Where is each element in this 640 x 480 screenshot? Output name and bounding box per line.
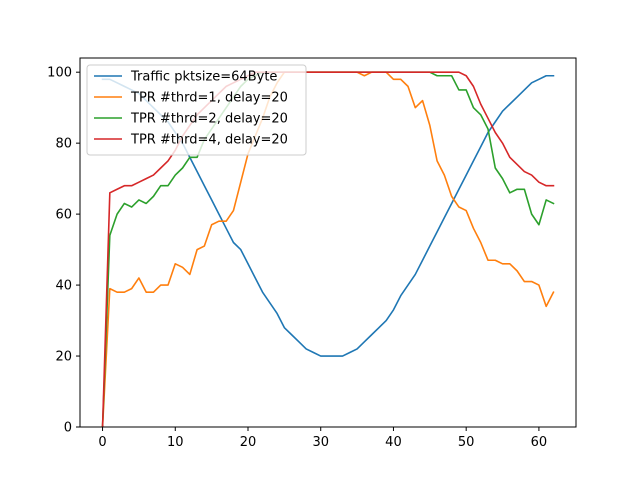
legend-label-4: TPR #thrd=4, delay=20 [130, 133, 288, 148]
legend: Traffic pktsize=64Byte TPR #thrd=1, delay… [87, 65, 306, 155]
x-tick-label: 20 [240, 435, 257, 450]
y-tick-label: 80 [55, 137, 72, 152]
x-tick-label: 10 [167, 435, 184, 450]
legend-label-2: TPR #thrd=1, delay=20 [130, 91, 288, 106]
x-tick-label: 50 [458, 435, 475, 450]
legend-label-3: TPR #thrd=2, delay=20 [130, 112, 288, 127]
y-tick-label: 0 [64, 421, 72, 436]
y-tick-label: 40 [55, 279, 72, 294]
x-tick-label: 60 [531, 435, 548, 450]
x-tick-label: 40 [385, 435, 402, 450]
y-tick-label: 60 [55, 208, 72, 223]
y-tick-label: 20 [55, 350, 72, 365]
x-tick-label: 30 [312, 435, 329, 450]
y-tick-label: 100 [47, 66, 72, 81]
legend-label-1: Traffic pktsize=64Byte [130, 70, 277, 85]
x-tick-label: 0 [98, 435, 106, 450]
